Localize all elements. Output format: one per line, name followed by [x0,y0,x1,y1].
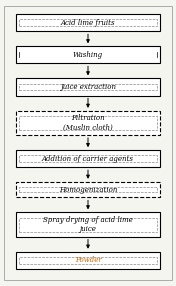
Text: Powder: Powder [75,256,101,264]
Bar [19,19,157,26]
Bar [19,257,157,264]
Bar [19,84,157,90]
Text: Washing: Washing [73,51,103,59]
Bar [16,182,160,197]
Bar [16,78,160,96]
Text: Homogenization: Homogenization [59,186,117,194]
Text: Juice extraction: Juice extraction [60,83,116,91]
Text: Addition of carrier agents: Addition of carrier agents [42,155,134,163]
Bar [16,150,160,167]
Bar [19,116,157,130]
Text: Filtration
(Muslin cloth): Filtration (Muslin cloth) [63,114,113,132]
Bar [16,46,160,63]
Bar [16,252,160,269]
Bar [16,111,160,135]
Bar [16,212,160,237]
Bar [19,187,157,192]
Bar [19,155,157,162]
Text: Acid lime fruits: Acid lime fruits [61,19,115,27]
Bar [19,217,157,232]
Text: Spray drying of acid lime
juice: Spray drying of acid lime juice [43,216,133,233]
Bar [16,14,160,31]
